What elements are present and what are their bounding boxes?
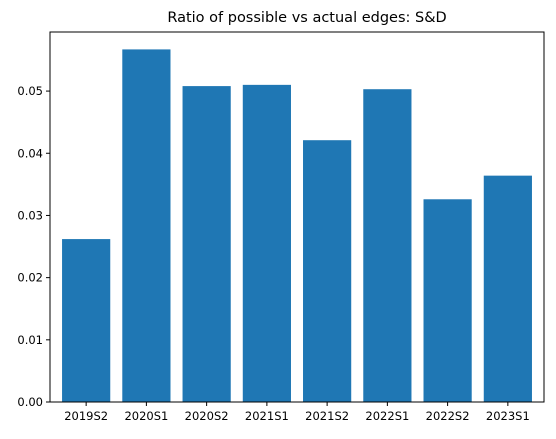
- chart-title: Ratio of possible vs actual edges: S&D: [167, 10, 446, 26]
- y-tick-label-0.05: 0.05: [17, 84, 43, 98]
- bars-layer: [62, 49, 532, 403]
- x-tick-label-2022S1: 2022S1: [365, 409, 409, 423]
- bar-2022S2: [423, 199, 472, 402]
- x-tick-label-2023S1: 2023S1: [486, 409, 530, 423]
- x-axis: 2019S2 2020S1 2020S2 2021S1 2021S2 2022S1 2022…: [64, 402, 530, 423]
- bar-2019S2: [62, 239, 111, 402]
- bar-2020S2: [182, 86, 231, 402]
- y-axis: 0.00 0.01 0.02 0.03 0.04 0.05: [17, 84, 50, 409]
- bar-2020S1: [122, 49, 171, 402]
- plot-frame: [49, 31, 545, 403]
- y-tick-label-0.00: 0.00: [17, 395, 43, 409]
- bar-2021S1: [242, 84, 291, 403]
- x-tick-label-2021S1: 2021S1: [245, 409, 289, 423]
- bar-2021S2: [303, 140, 352, 402]
- x-tick-label-2021S2: 2021S2: [305, 409, 349, 423]
- y-tick-label-0.01: 0.01: [17, 333, 43, 347]
- y-tick-label-0.03: 0.03: [17, 208, 43, 222]
- x-tick-label-2020S1: 2020S1: [124, 409, 168, 423]
- x-tick-label-2019S2: 2019S2: [64, 409, 108, 423]
- y-tick-label-0.02: 0.02: [17, 271, 43, 285]
- bar-2023S1: [483, 175, 532, 402]
- bar-2022S1: [363, 89, 412, 403]
- y-tick-label-0.04: 0.04: [17, 146, 43, 160]
- x-tick-label-2022S2: 2022S2: [426, 409, 470, 423]
- x-tick-label-2020S2: 2020S2: [185, 409, 229, 423]
